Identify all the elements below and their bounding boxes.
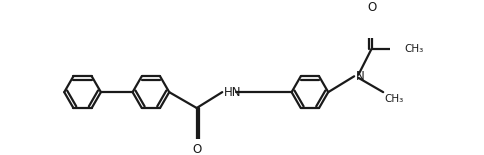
Text: HN: HN xyxy=(224,86,241,99)
Text: N: N xyxy=(355,70,364,83)
Text: O: O xyxy=(192,143,201,155)
Text: CH₃: CH₃ xyxy=(404,44,423,54)
Text: O: O xyxy=(366,1,376,14)
Text: CH₃: CH₃ xyxy=(383,94,402,104)
